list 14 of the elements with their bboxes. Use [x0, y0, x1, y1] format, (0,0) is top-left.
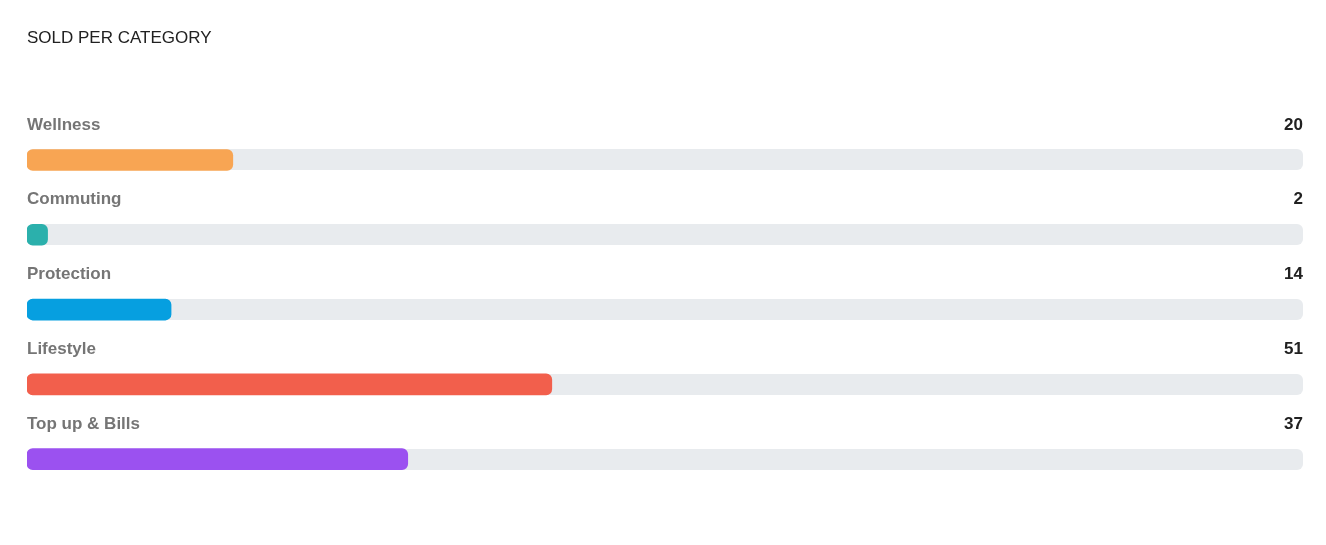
data-label: 51 [1284, 339, 1303, 359]
data-label: 37 [1284, 413, 1303, 433]
data-label: 2 [1293, 189, 1303, 209]
chart-title: SOLD PER CATEGORY [27, 27, 212, 47]
data-label: 14 [1284, 264, 1304, 284]
bar [27, 298, 172, 321]
data-label: 20 [1284, 114, 1303, 134]
y-tick-label: Commuting [27, 189, 122, 209]
bar [27, 149, 234, 171]
y-tick-label: Wellness [27, 114, 101, 134]
bar [27, 448, 409, 470]
y-tick-label: Top up & Bills [27, 413, 141, 433]
y-tick-label: Lifestyle [27, 339, 96, 359]
y-tick-label: Protection [27, 264, 112, 284]
